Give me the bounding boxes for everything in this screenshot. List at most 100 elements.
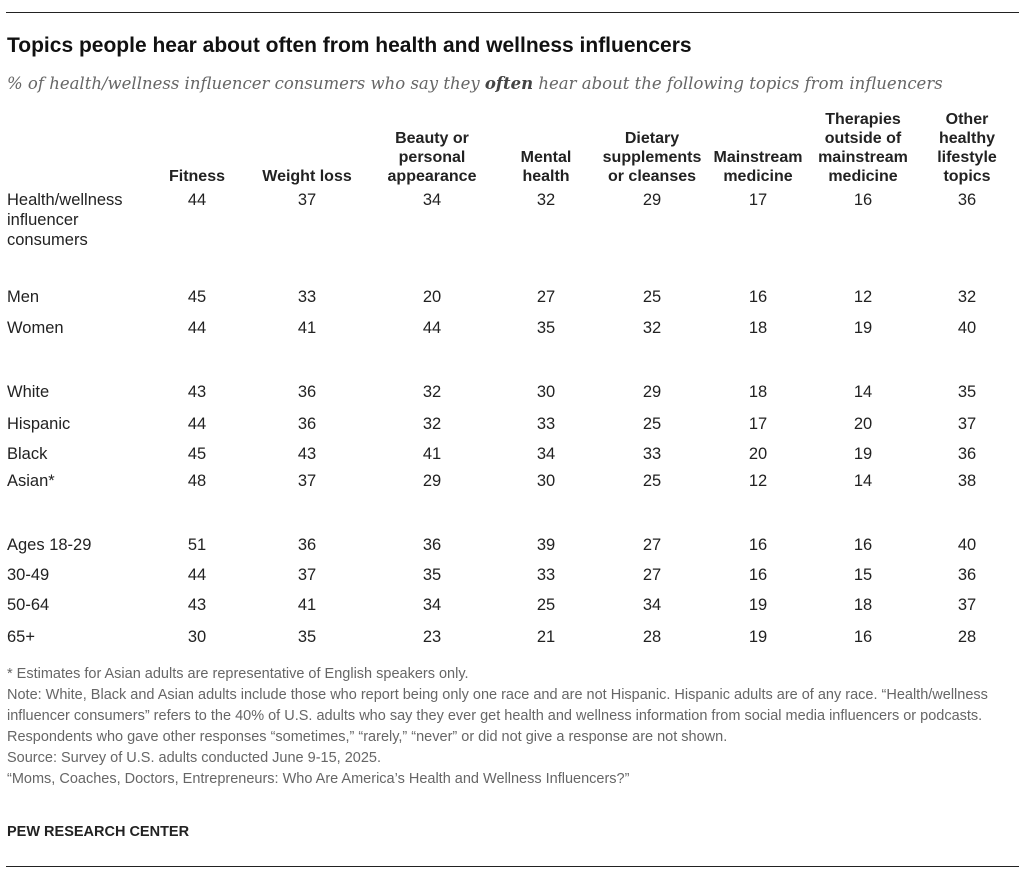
cell-r1-c3: 27 <box>537 288 555 306</box>
cell-r7-c5: 16 <box>749 536 767 554</box>
cell-r7-c3: 39 <box>537 536 555 554</box>
cell-r8-c0: 44 <box>188 566 206 584</box>
row-label-9-line-0: 50-64 <box>7 596 49 614</box>
cell-r10-c4: 28 <box>643 628 661 646</box>
cell-r9-c1: 41 <box>298 596 316 614</box>
subtitle-text-after: hear about the following topics from inf… <box>533 74 943 93</box>
cell-r6-c1: 37 <box>298 472 316 490</box>
cell-r5-c5: 20 <box>749 445 767 463</box>
cell-r5-c2: 41 <box>423 445 441 463</box>
cell-r2-c7: 40 <box>958 319 976 337</box>
cell-r0-c3: 32 <box>537 191 555 209</box>
cell-r4-c7: 37 <box>958 415 976 433</box>
cell-r4-c5: 17 <box>749 415 767 433</box>
cell-r2-c2: 44 <box>423 319 441 337</box>
cell-r8-c1: 37 <box>298 566 316 584</box>
column-header-3-line-1: health <box>522 168 569 185</box>
column-header-2-line-1: personal <box>399 149 466 166</box>
cell-r3-c2: 32 <box>423 383 441 401</box>
row-label-10-line-0: 65+ <box>7 628 35 646</box>
cell-r0-c6: 16 <box>854 191 872 209</box>
cell-r1-c7: 32 <box>958 288 976 306</box>
row-label-8-line-0: 30-49 <box>7 566 49 584</box>
cell-r8-c4: 27 <box>643 566 661 584</box>
cell-r3-c7: 35 <box>958 383 976 401</box>
cell-r2-c6: 19 <box>854 319 872 337</box>
column-header-7-line-1: healthy <box>939 130 995 147</box>
row-label-5-line-0: Black <box>7 445 48 463</box>
data-table: Fitness Weight loss Beauty or personal appea… <box>7 111 997 646</box>
cell-r10-c7: 28 <box>958 628 976 646</box>
column-header-6-line-2: mainstream <box>818 149 908 166</box>
notes-block: * Estimates for Asian adults are represe… <box>7 664 1019 790</box>
cell-r5-c4: 33 <box>643 445 661 463</box>
subtitle-emphasis: often <box>484 74 534 93</box>
cell-r7-c0: 51 <box>188 536 206 554</box>
cell-r5-c6: 19 <box>854 445 872 463</box>
row-label-0-line-1: influencer <box>7 211 79 229</box>
cell-r8-c5: 16 <box>749 566 767 584</box>
cell-r4-c6: 20 <box>854 415 872 433</box>
cell-r10-c6: 16 <box>854 628 872 646</box>
cell-r8-c7: 36 <box>958 566 976 584</box>
cell-r9-c5: 19 <box>749 596 767 614</box>
chart-title: Topics people hear about often from heal… <box>7 34 692 57</box>
cell-r6-c7: 38 <box>958 472 976 490</box>
cell-r5-c3: 34 <box>537 445 555 463</box>
cell-r1-c2: 20 <box>423 288 441 306</box>
column-header-7-line-0: Other <box>946 111 989 128</box>
row-label-4-line-0: Hispanic <box>7 415 70 433</box>
column-header-6-line-3: medicine <box>828 168 897 185</box>
row-label-0-line-0: Health/wellness <box>7 191 123 209</box>
cell-r4-c3: 33 <box>537 415 555 433</box>
cell-r7-c7: 40 <box>958 536 976 554</box>
column-header-7-line-3: topics <box>943 168 990 185</box>
cell-r3-c3: 30 <box>537 383 555 401</box>
column-header-0-line-0: Fitness <box>169 168 225 185</box>
cell-r3-c0: 43 <box>188 383 206 401</box>
cell-r0-c1: 37 <box>298 191 316 209</box>
cell-r4-c0: 44 <box>188 415 206 433</box>
row-label-7-line-0: Ages 18-29 <box>7 536 91 554</box>
cell-r6-c0: 48 <box>188 472 206 490</box>
row-label-0-line-2: consumers <box>7 231 88 249</box>
column-header-4-line-1: supplements <box>603 149 702 166</box>
row-label-3-line-0: White <box>7 383 49 401</box>
cell-r1-c1: 33 <box>298 288 316 306</box>
cell-r6-c6: 14 <box>854 472 872 490</box>
note-definitions: Note: White, Black and Asian adults incl… <box>7 687 988 745</box>
brand-logo-text: PEW RESEARCH CENTER <box>7 824 190 840</box>
bottom-rule <box>6 866 1019 867</box>
cell-r9-c3: 25 <box>537 596 555 614</box>
cell-r9-c2: 34 <box>423 596 441 614</box>
cell-r3-c5: 18 <box>749 383 767 401</box>
column-header-4-line-2: or cleanses <box>608 168 696 185</box>
column-header-1-line-0: Weight loss <box>262 168 352 185</box>
row-label-1-line-0: Men <box>7 288 39 306</box>
row-label-2-line-0: Women <box>7 319 64 337</box>
cell-r9-c6: 18 <box>854 596 872 614</box>
cell-r6-c4: 25 <box>643 472 661 490</box>
cell-r0-c5: 17 <box>749 191 767 209</box>
column-header-5-line-1: medicine <box>723 168 792 185</box>
column-header-7-line-2: lifestyle <box>937 149 997 166</box>
cell-r4-c2: 32 <box>423 415 441 433</box>
cell-r1-c6: 12 <box>854 288 872 306</box>
cell-r2-c4: 32 <box>643 319 661 337</box>
cell-r9-c0: 43 <box>188 596 206 614</box>
cell-r5-c0: 45 <box>188 445 206 463</box>
cell-r8-c2: 35 <box>423 566 441 584</box>
cell-r8-c6: 15 <box>854 566 872 584</box>
top-rule <box>6 12 1019 13</box>
cell-r9-c4: 34 <box>643 596 661 614</box>
cell-r8-c3: 33 <box>537 566 555 584</box>
column-header-4-line-0: Dietary <box>625 130 679 147</box>
cell-r1-c0: 45 <box>188 288 206 306</box>
column-header-5-line-0: Mainstream <box>714 149 803 166</box>
cell-r0-c2: 34 <box>423 191 441 209</box>
cell-r2-c1: 41 <box>298 319 316 337</box>
cell-r10-c5: 19 <box>749 628 767 646</box>
cell-r7-c1: 36 <box>298 536 316 554</box>
column-header-3-line-0: Mental <box>521 149 572 166</box>
column-header-2-line-0: Beauty or <box>395 130 469 147</box>
